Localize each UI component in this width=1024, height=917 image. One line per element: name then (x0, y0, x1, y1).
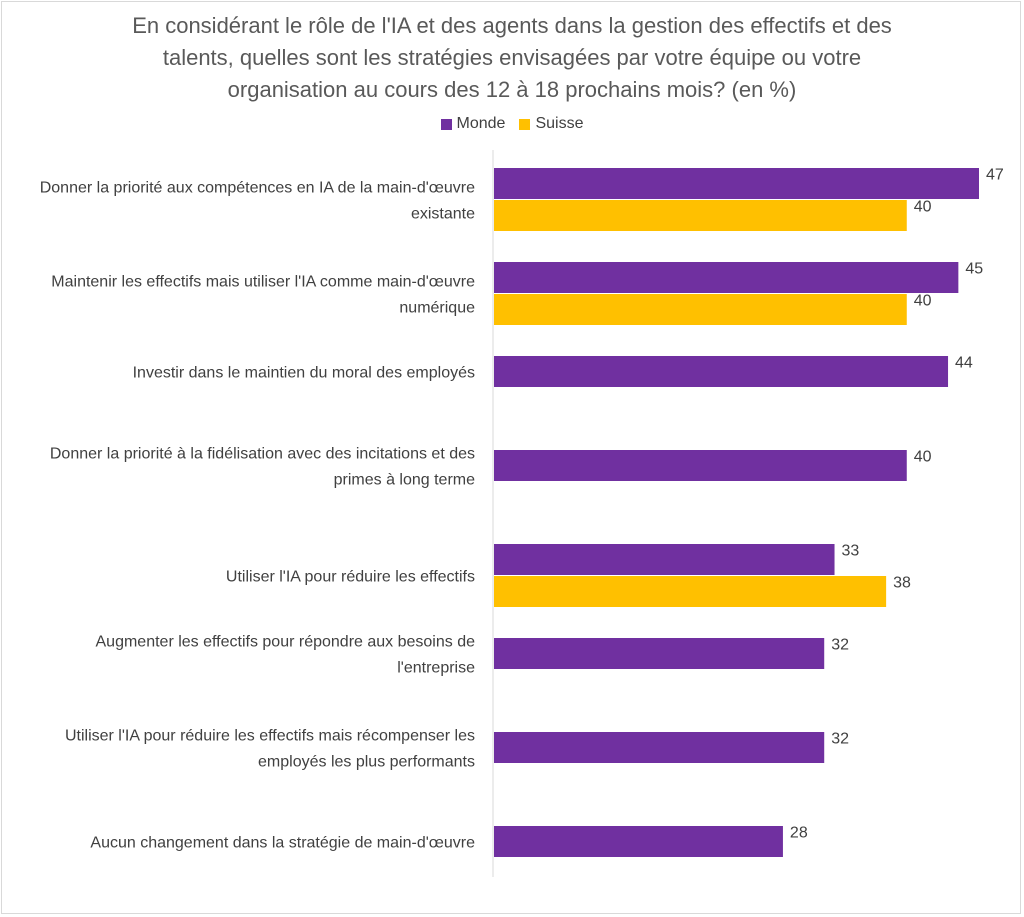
bar-monde (494, 168, 979, 199)
legend-item-suisse: Suisse (519, 115, 583, 133)
data-label-monde: 45 (965, 261, 983, 278)
category-label-line: Donner la priorité à la fidélisation ave… (50, 446, 475, 463)
category-label: Utiliser l'IA pour réduire les effectifs… (65, 728, 475, 771)
category-label: Maintenir les effectifs mais utiliser l'… (51, 274, 475, 317)
legend-label-suisse: Suisse (535, 115, 584, 132)
category-label: Aucun changement dans la stratégie de ma… (90, 835, 475, 852)
category-label: Investir dans le maintien du moral des e… (133, 365, 475, 382)
data-label-suisse: 40 (914, 199, 932, 216)
category-label: Utiliser l'IA pour réduire les effectifs (226, 569, 475, 586)
data-label-monde: 28 (790, 825, 808, 842)
data-label-monde: 47 (986, 167, 1004, 184)
bar-monde (494, 262, 959, 293)
legend: Monde Suisse (0, 115, 1024, 133)
data-label-suisse: 40 (914, 293, 932, 310)
legend-label-monde: Monde (456, 115, 506, 132)
data-label-monde: 32 (831, 731, 849, 748)
category-label-line: Maintenir les effectifs mais utiliser l'… (51, 274, 475, 291)
data-label-monde: 44 (955, 355, 973, 372)
bar-suisse (494, 294, 907, 325)
chart-title: En considérant le rôle de l'IA et des ag… (132, 13, 892, 102)
category-label-line: employés les plus performants (258, 754, 475, 771)
data-label-monde: 40 (914, 449, 932, 466)
legend-item-monde: Monde (440, 115, 506, 133)
data-label-suisse: 38 (893, 575, 911, 592)
category-label: Donner la priorité à la fidélisation ave… (50, 446, 475, 489)
category-label-line: Donner la priorité aux compétences en IA… (40, 180, 475, 197)
category-label: Donner la priorité aux compétences en IA… (40, 180, 475, 223)
data-label-monde: 33 (842, 543, 860, 560)
bar-monde (494, 544, 835, 575)
bar-monde (494, 732, 825, 763)
legend-swatch-monde (440, 118, 452, 130)
category-label: Augmenter les effectifs pour répondre au… (96, 634, 476, 677)
legend-swatch-suisse (519, 118, 531, 130)
category-label-line: Utiliser l'IA pour réduire les effectifs… (65, 728, 475, 745)
category-label-line: primes à long terme (334, 472, 475, 489)
category-label-line: Investir dans le maintien du moral des e… (133, 365, 475, 382)
bar-monde (494, 356, 949, 387)
bar-monde (494, 826, 783, 857)
category-label-line: l'entreprise (397, 660, 475, 677)
bar-suisse (494, 200, 907, 231)
category-label-line: numérique (399, 300, 475, 317)
bar-monde (494, 450, 907, 481)
category-label-line: Aucun changement dans la stratégie de ma… (90, 835, 475, 852)
category-label-line: Utiliser l'IA pour réduire les effectifs (226, 569, 475, 586)
category-label-line: existante (411, 206, 475, 223)
bar-suisse (494, 576, 887, 607)
category-label-line: Augmenter les effectifs pour répondre au… (96, 634, 476, 651)
data-label-monde: 32 (831, 637, 849, 654)
bar-monde (494, 638, 825, 669)
